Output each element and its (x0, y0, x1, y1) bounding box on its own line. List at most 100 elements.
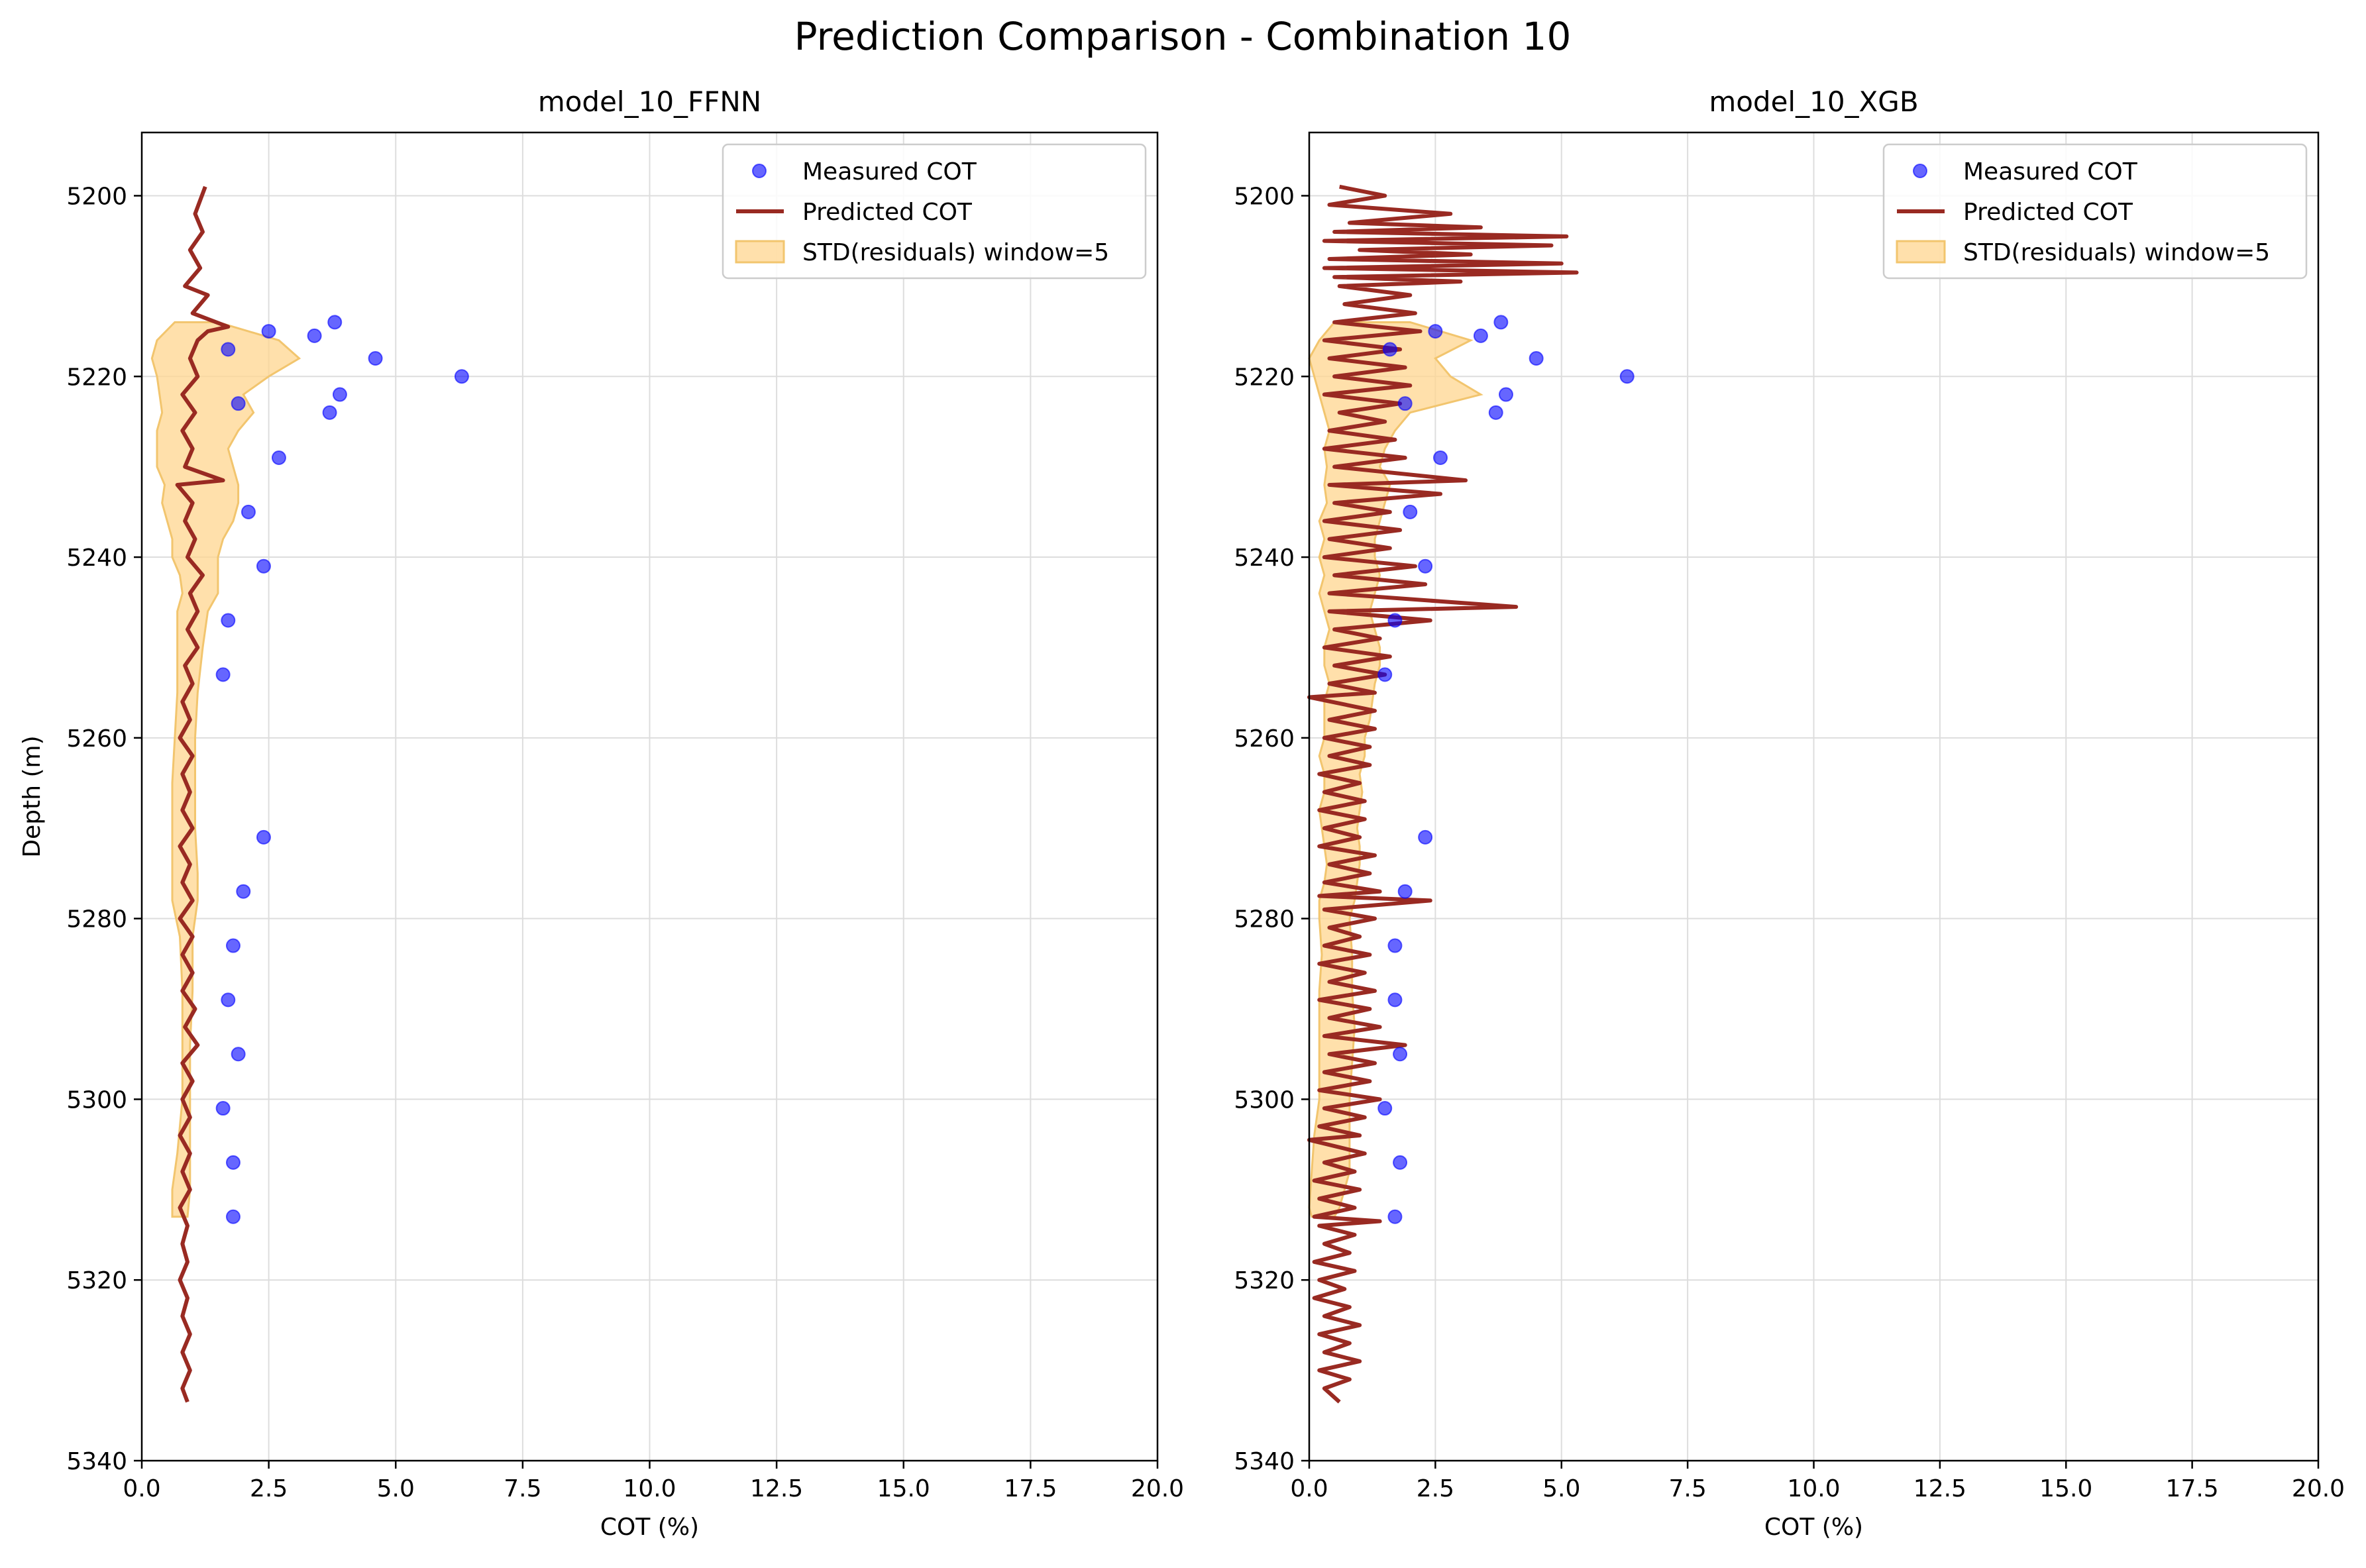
measured-cot-point (1382, 342, 1397, 357)
measured-cot-point (221, 613, 236, 628)
measured-cot-point (236, 884, 251, 899)
y-tick-label: 5200 (66, 183, 127, 210)
y-tick-label: 5300 (66, 1086, 127, 1114)
y-tick-label: 5340 (1234, 1448, 1295, 1475)
y-tick-label: 5260 (66, 725, 127, 753)
measured-cot-point (332, 387, 347, 402)
x-tick-label: 2.5 (250, 1475, 288, 1502)
measured-cot-point (241, 504, 256, 519)
figure-suptitle: Prediction Comparison - Combination 10 (794, 14, 1572, 59)
y-tick-label: 5340 (66, 1448, 127, 1475)
measured-cot-point (1619, 369, 1635, 384)
measured-cot-point (1498, 387, 1513, 402)
measured-cot-point (256, 829, 271, 845)
x-tick-label: 0.0 (1290, 1475, 1328, 1502)
x-tick-label: 5.0 (1542, 1475, 1580, 1502)
measured-cot-point (256, 558, 271, 574)
y-tick-label: 5300 (1234, 1086, 1295, 1114)
x-tick-label: 7.5 (1668, 1475, 1706, 1502)
y-tick-label: 5200 (1234, 183, 1295, 210)
x-tick-label: 15.0 (2039, 1475, 2092, 1502)
x-tick-label: 0.0 (123, 1475, 160, 1502)
legend-swatch-measured (752, 164, 767, 178)
x-tick-label: 20.0 (2292, 1475, 2345, 1502)
x-tick-label: 2.5 (1417, 1475, 1454, 1502)
x-tick-label: 12.5 (750, 1475, 803, 1502)
measured-cot-point (322, 405, 337, 420)
predicted-cot-line (1307, 184, 1579, 1404)
y-tick-label: 5220 (66, 364, 127, 391)
measured-cot-point (1387, 992, 1403, 1008)
measured-cot-point (221, 342, 236, 357)
measured-cot-point (215, 667, 231, 682)
measured-cot-point (1377, 667, 1393, 682)
legend-box (1882, 143, 2308, 280)
y-tick-label: 5280 (66, 906, 127, 933)
x-tick-label: 17.5 (2166, 1475, 2219, 1502)
std-residuals-band (150, 321, 301, 1218)
subplot-title: model_10_XGB (1709, 85, 1918, 118)
measured-cot-point (1488, 405, 1503, 420)
y-tick-label: 5280 (1234, 906, 1295, 933)
y-tick-label: 5240 (1234, 545, 1295, 572)
x-tick-label: 17.5 (1004, 1475, 1057, 1502)
legend-swatch-measured (1913, 164, 1927, 178)
x-tick-label: 15.0 (877, 1475, 930, 1502)
measured-cot-point (225, 1155, 241, 1170)
measured-cot-point (327, 315, 343, 330)
measured-cot-point (1387, 613, 1403, 628)
y-tick-label: 5260 (1234, 725, 1295, 753)
measured-cot-point (215, 1101, 231, 1116)
measured-cot-point (231, 396, 246, 411)
x-tick-label: 5.0 (377, 1475, 415, 1502)
measured-cot-point (1393, 1047, 1408, 1062)
measured-cot-point (1428, 324, 1443, 339)
x-tick-label: 10.0 (623, 1475, 676, 1502)
measured-cot-point (225, 938, 241, 953)
legend-swatch-std (735, 240, 785, 264)
x-axis-label: COT (%) (1764, 1514, 1863, 1541)
measured-cot-point (231, 1047, 246, 1062)
x-tick-label: 10.0 (1787, 1475, 1840, 1502)
measured-cot-point (454, 369, 469, 384)
measured-cot-point (1473, 328, 1488, 343)
x-axis-label: COT (%) (600, 1514, 699, 1541)
y-tick-label: 5220 (1234, 364, 1295, 391)
legend-swatch-std (1896, 240, 1946, 264)
measured-cot-point (1418, 558, 1433, 574)
legend-label: Measured COT (802, 158, 977, 185)
legend-label: Predicted COT (802, 199, 973, 226)
measured-cot-point (225, 1209, 241, 1224)
measured-cot-point (1393, 1155, 1408, 1170)
x-tick-label: 12.5 (1913, 1475, 1966, 1502)
measured-cot-point (1493, 315, 1509, 330)
measured-cot-point (1403, 504, 1418, 519)
measured-cot-point (261, 324, 276, 339)
measured-cot-point (1387, 938, 1403, 953)
y-tick-label: 5240 (66, 545, 127, 572)
subplot-title: model_10_FFNN (538, 85, 761, 118)
measured-cot-point (1387, 1209, 1403, 1224)
x-tick-label: 7.5 (504, 1475, 541, 1502)
y-axis-label: Depth (m) (19, 735, 46, 857)
measured-cot-point (1432, 450, 1448, 466)
measured-cot-point (1529, 350, 1544, 366)
legend-label: STD(residuals) window=5 (1963, 239, 2270, 266)
measured-cot-point (271, 450, 286, 466)
x-tick-label: 20.0 (1131, 1475, 1184, 1502)
measured-cot-point (1397, 884, 1413, 899)
measured-cot-point (1418, 829, 1433, 845)
measured-cot-point (1397, 396, 1413, 411)
measured-cot-point (307, 328, 322, 343)
measured-cot-point (1377, 1101, 1393, 1116)
legend-label: Predicted COT (1963, 199, 2133, 226)
panel-xgb: 0.0 2.5 5.0 7.5 10.0 12.5 15.0 17.5 20.0 5200 5220… (1234, 85, 2345, 1541)
y-tick-label: 5320 (66, 1267, 127, 1294)
measured-cot-point (368, 350, 383, 366)
measured-cot-point (221, 992, 236, 1008)
panel-ffnn: 0.0 2.5 5.0 7.5 10.0 12.5 15.0 17.5 20.0 5200 5220… (19, 85, 1184, 1541)
legend-label: STD(residuals) window=5 (802, 239, 1109, 266)
predicted-cot-line (175, 185, 231, 1403)
legend-label: Measured COT (1963, 158, 2138, 185)
